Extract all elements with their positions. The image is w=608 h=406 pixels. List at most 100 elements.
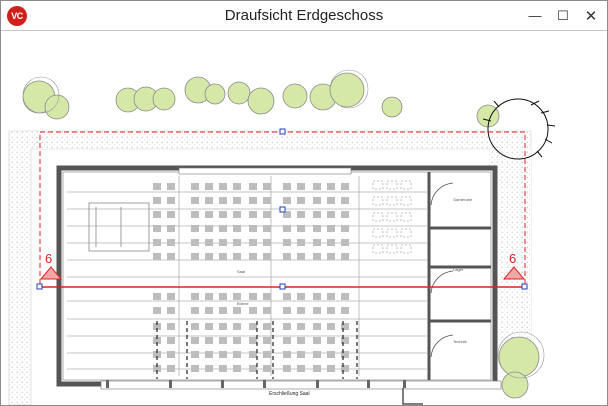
seat [341,253,349,260]
title-bar[interactable]: VC Draufsicht Erdgeschoss — ☐ ✕ [1,1,607,31]
selection-handles[interactable] [36,128,528,290]
section-marker-left-label: 6 [45,251,52,266]
seat [153,307,161,314]
section-marker-right-label: 6 [509,251,516,266]
seat [205,197,213,204]
seat [191,239,199,246]
seat [153,197,161,204]
seat [219,253,227,260]
seat [341,337,349,344]
section-marker-left[interactable]: 6 [39,251,63,280]
seat [313,253,321,260]
seat [219,293,227,300]
seat [219,337,227,344]
seat [341,307,349,314]
seat [191,365,199,372]
seat [313,337,321,344]
seat [249,365,257,372]
seat [249,351,257,358]
close-button[interactable]: ✕ [584,7,598,25]
seat [191,307,199,314]
app-logo-icon: VC [7,6,27,26]
seat [167,293,175,300]
seat [233,365,241,372]
seat [263,293,271,300]
seat [167,183,175,190]
room-labels: Garderobe Lager Technik Saal Bühne [237,197,473,344]
seat [205,253,213,260]
seat [219,351,227,358]
floor-plan-drawing[interactable]: Garderobe Lager Technik Saal Bühne Ersch… [1,31,607,405]
seat [283,183,291,190]
seat [153,225,161,232]
seat [327,197,335,204]
seat [219,307,227,314]
maximize-button[interactable]: ☐ [557,7,569,23]
seat [233,293,241,300]
seat [263,365,271,372]
seat [263,183,271,190]
hall-label-2: Bühne [237,301,249,306]
seat [313,307,321,314]
seat [327,183,335,190]
row-lines [67,176,427,376]
seat [191,225,199,232]
seat [249,253,257,260]
seat [283,211,291,218]
minimize-button[interactable]: — [528,8,542,23]
seat [219,183,227,190]
seat [205,365,213,372]
seat [263,307,271,314]
handle-left [36,283,43,290]
seat [341,351,349,358]
seat [313,365,321,372]
room-label-3: Technik [453,339,467,344]
handle-right [521,283,528,290]
seat [327,337,335,344]
seat [263,211,271,218]
seat [313,323,321,330]
seat [153,253,161,260]
seat [205,323,213,330]
hall-label-1: Saal [237,269,245,274]
bottom-label: Erschließung Saal [269,391,310,397]
seat [263,351,271,358]
seat [341,293,349,300]
seat [233,183,241,190]
seat [167,351,175,358]
seat [233,197,241,204]
floor-plan-canvas[interactable]: Garderobe Lager Technik Saal Bühne Ersch… [1,31,607,405]
handle-mid [279,283,286,290]
seat [249,239,257,246]
section-marker-right[interactable]: 6 [502,251,526,280]
seat [249,225,257,232]
entrance-wall [402,388,423,405]
seat [191,211,199,218]
handle-top [279,128,286,135]
seat [313,183,321,190]
seat [219,197,227,204]
seat [167,323,175,330]
circular-symbol [482,98,556,160]
seat [327,365,335,372]
seat [297,351,305,358]
seat [167,197,175,204]
seat [205,293,213,300]
seat [327,253,335,260]
seat [283,253,291,260]
seat [327,351,335,358]
seat [191,351,199,358]
seat [167,337,175,344]
seat [233,307,241,314]
seat [153,323,161,330]
seat [191,337,199,344]
seat [297,365,305,372]
seat [249,307,257,314]
seat [167,239,175,246]
seat [283,365,291,372]
seat [283,351,291,358]
seat [341,365,349,372]
seat [283,293,291,300]
seat [313,293,321,300]
